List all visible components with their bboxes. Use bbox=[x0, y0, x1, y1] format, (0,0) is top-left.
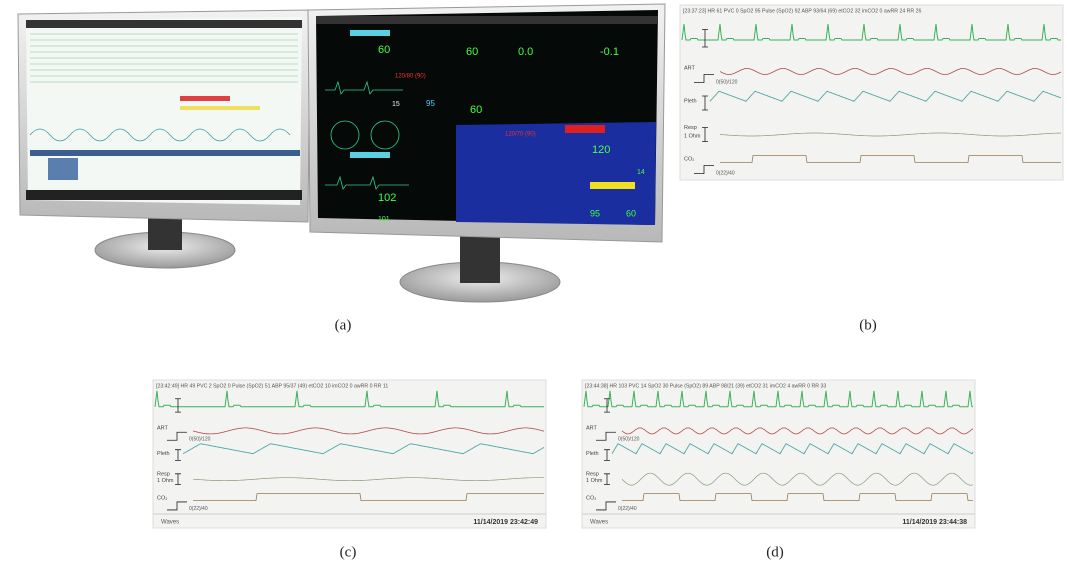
channel-label: ART bbox=[586, 426, 598, 432]
footer-left: Waves bbox=[161, 520, 179, 526]
resp-wave bbox=[621, 472, 974, 486]
screen-value: 95 bbox=[426, 99, 435, 108]
pleth-wave bbox=[182, 443, 545, 455]
channel-label: Pleth bbox=[586, 451, 599, 457]
strip-header: [23:42:49] HR 49 PVC 2 SpO2 0 Pulse (SpO… bbox=[156, 383, 388, 389]
channel-label: 1 Ohm bbox=[157, 478, 174, 484]
screen-value: 14 bbox=[637, 169, 645, 176]
channel-label: Resp bbox=[684, 125, 697, 131]
co2-wave bbox=[193, 493, 544, 501]
pleth-wave bbox=[611, 443, 974, 455]
screen-value: 60 bbox=[378, 44, 390, 56]
footer-timestamp: 11/14/2019 23:42:49 bbox=[473, 519, 538, 526]
ecg-wave bbox=[583, 390, 973, 408]
ecg-wave bbox=[681, 23, 1061, 41]
footer-timestamp: 11/14/2019 23:44:38 bbox=[902, 519, 967, 526]
step-mark bbox=[596, 501, 616, 511]
screen-value: 95 bbox=[590, 208, 600, 218]
art-wave bbox=[621, 427, 974, 435]
step-mark bbox=[694, 165, 714, 174]
channel-label: Resp bbox=[157, 471, 170, 477]
scale-bracket bbox=[175, 449, 181, 461]
screen-value: 15 bbox=[392, 101, 400, 108]
panel-label: (a) bbox=[335, 317, 352, 333]
panel-label: (d) bbox=[766, 544, 784, 560]
strip-background bbox=[581, 379, 976, 529]
channel-label: 1 Ohm bbox=[684, 134, 701, 140]
channel-label: ART bbox=[157, 426, 169, 432]
scale-label: 0(22)/40 bbox=[716, 170, 735, 176]
ecg-wave bbox=[154, 390, 544, 408]
scale-label: 0(50)/120 bbox=[716, 79, 738, 85]
footer-left: Waves bbox=[590, 520, 608, 526]
scale-label: 0(22)/40 bbox=[189, 506, 208, 512]
waveform-strip: [23:42:49] HR 49 PVC 2 SpO2 0 Pulse (SpO… bbox=[152, 379, 547, 529]
waveform-strip: [23:44:38] HR 103 PVC 14 SpO2 30 Pulse (… bbox=[581, 379, 976, 529]
waveform-strip: [23:37:23] HR 61 PVC 0 SpO2 95 Pulse (Sp… bbox=[679, 4, 1064, 181]
strip-background bbox=[679, 4, 1064, 181]
channel-label: CO₂ bbox=[684, 156, 694, 162]
step-mark bbox=[694, 74, 714, 83]
strip-header: [23:37:23] HR 61 PVC 0 SpO2 95 Pulse (Sp… bbox=[683, 8, 921, 14]
channel-label: Pleth bbox=[157, 451, 170, 457]
channel-label: CO₂ bbox=[157, 495, 167, 501]
step-mark bbox=[596, 431, 616, 441]
co2-wave bbox=[720, 155, 1061, 163]
step-mark bbox=[167, 431, 187, 441]
scale-bracket bbox=[702, 95, 708, 111]
scale-label: 0(50)/120 bbox=[189, 436, 211, 442]
scale-bracket bbox=[702, 127, 708, 142]
scale-label: 0(50)/120 bbox=[618, 436, 640, 442]
channel-label: CO₂ bbox=[586, 495, 596, 501]
channel-label: 1 Ohm bbox=[586, 478, 603, 484]
screen-value: 120/70 (90) bbox=[505, 132, 536, 138]
channel-label: Pleth bbox=[684, 99, 697, 105]
scale-bracket bbox=[175, 398, 181, 413]
scale-bracket bbox=[175, 473, 181, 485]
co2-wave bbox=[622, 493, 973, 501]
scale-bracket bbox=[604, 473, 610, 485]
scale-bracket bbox=[604, 449, 610, 461]
screen-value: 60 bbox=[626, 208, 636, 218]
strip-background bbox=[152, 379, 547, 529]
pleth-wave bbox=[709, 90, 1062, 102]
resp-wave bbox=[719, 132, 1062, 137]
screen-value: 120 bbox=[592, 144, 610, 156]
screen-value: 60 bbox=[470, 104, 482, 116]
screen-value: 101 bbox=[378, 216, 390, 223]
scale-bracket bbox=[604, 398, 610, 413]
step-mark bbox=[167, 501, 187, 511]
strip-header: [23:44:38] HR 103 PVC 14 SpO2 30 Pulse (… bbox=[585, 383, 826, 389]
screen-value: 120/80 (90) bbox=[395, 74, 426, 80]
channel-label: ART bbox=[684, 65, 696, 71]
channel-label: Resp bbox=[586, 471, 599, 477]
right-monitor: 60 60 0.0 -0.1 120/80 (90) 15 95 60 120/70 (90) 1… bbox=[307, 3, 666, 303]
panel-label: (c) bbox=[340, 544, 357, 560]
left-monitor bbox=[17, 9, 311, 269]
screen-value: 0.0 bbox=[518, 46, 533, 58]
screen-value: 60 bbox=[466, 46, 478, 58]
scale-bracket bbox=[702, 29, 708, 48]
panel-label: (b) bbox=[859, 317, 877, 333]
screen-value: -0.1 bbox=[600, 46, 619, 58]
art-wave bbox=[719, 68, 1062, 75]
scale-label: 0(22)/40 bbox=[618, 506, 637, 512]
art-wave bbox=[192, 427, 545, 435]
screen-value: 102 bbox=[378, 192, 396, 204]
resp-wave bbox=[193, 477, 544, 482]
